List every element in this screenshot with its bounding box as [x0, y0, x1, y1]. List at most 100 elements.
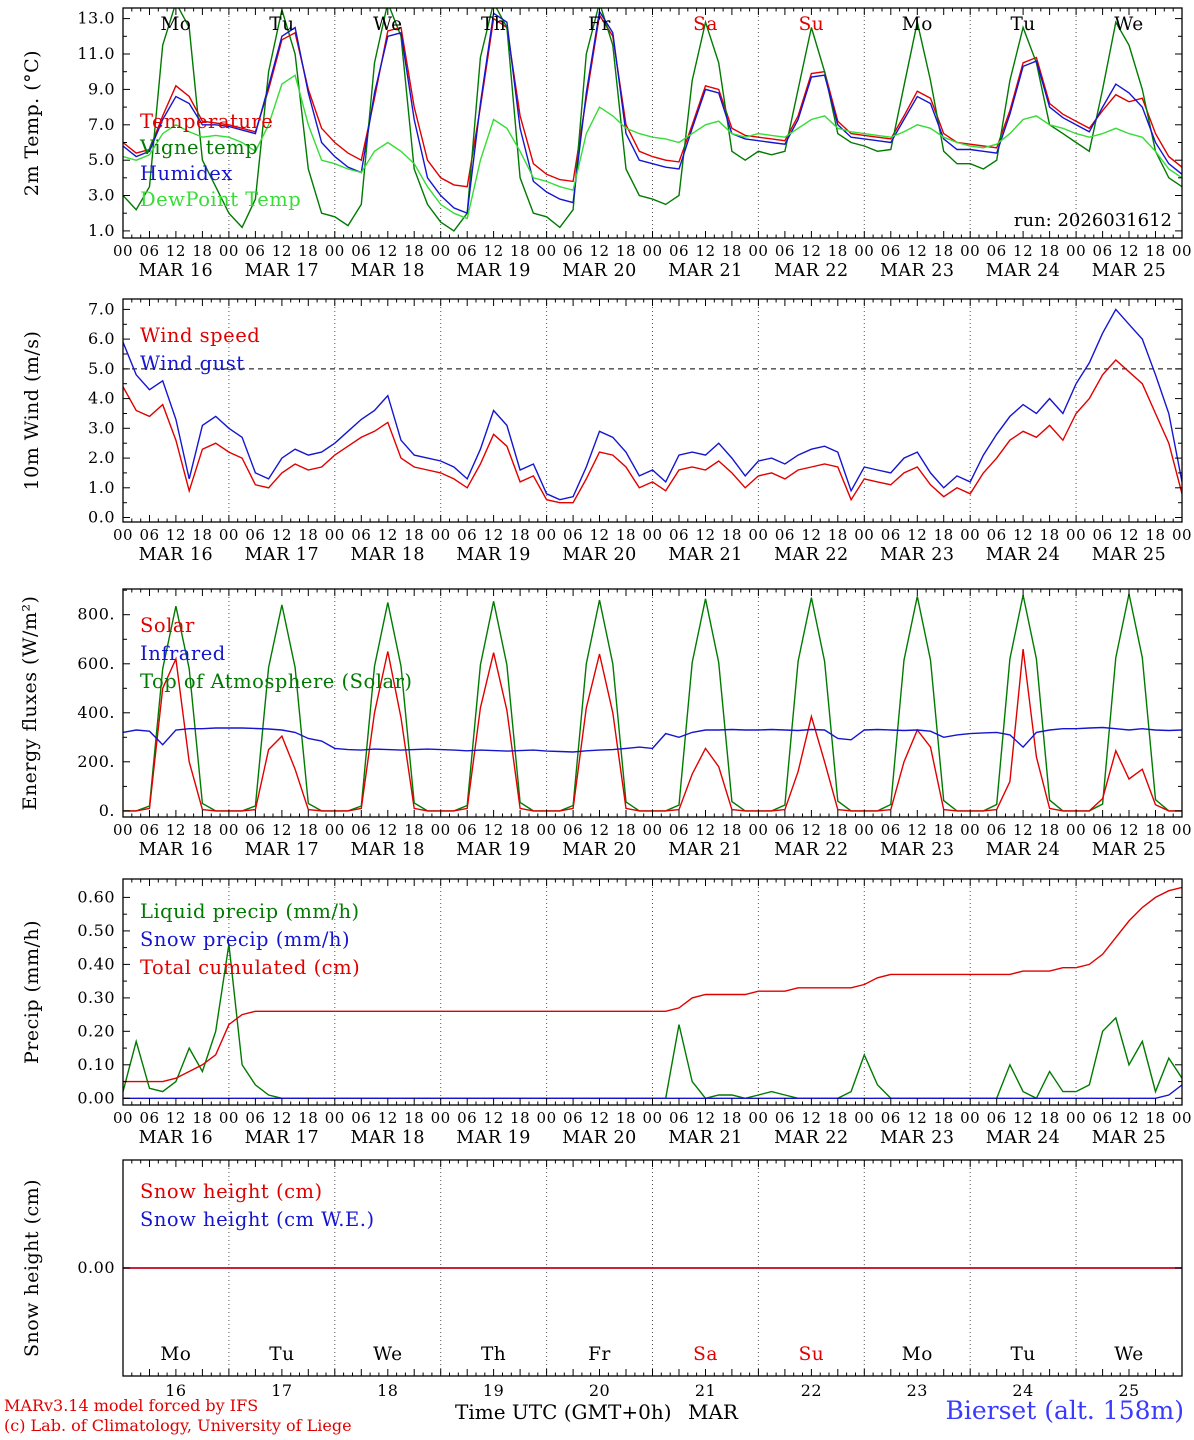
svg-text:18: 18 [616, 526, 636, 544]
svg-text:06: 06 [987, 526, 1007, 544]
svg-text:MAR 21: MAR 21 [668, 545, 743, 565]
y-tick-label: 0.40 [77, 954, 115, 973]
svg-text:We: We [373, 1344, 402, 1365]
svg-text:MAR 19: MAR 19 [456, 1128, 531, 1148]
svg-text:18: 18 [934, 821, 954, 839]
svg-text:00: 00 [325, 1109, 345, 1127]
svg-text:12: 12 [1013, 821, 1033, 839]
svg-text:18: 18 [1145, 1109, 1165, 1127]
svg-text:MAR 24: MAR 24 [986, 840, 1061, 860]
svg-text:06: 06 [563, 526, 583, 544]
svg-text:MAR 19: MAR 19 [456, 261, 531, 281]
svg-text:20: 20 [589, 1381, 610, 1400]
y-tick-label: 4.0 [88, 389, 115, 408]
legend-wind: Wind speed Wind gust [140, 324, 260, 375]
svg-text:12: 12 [484, 242, 504, 260]
svg-text:18: 18 [722, 821, 742, 839]
svg-text:Fr: Fr [588, 1344, 611, 1365]
svg-text:18: 18 [510, 242, 530, 260]
svg-text:MAR 22: MAR 22 [774, 261, 849, 281]
y-tick-label: 5.0 [88, 359, 115, 378]
svg-text:12: 12 [484, 821, 504, 839]
axis-ticks [122, 1160, 1183, 1376]
legend-precip: Liquid precip (mm/h) Snow precip (mm/h) To… [140, 900, 360, 979]
svg-text:06: 06 [1093, 821, 1113, 839]
svg-text:06: 06 [881, 1109, 901, 1127]
legend-item: Wind speed [140, 324, 260, 347]
panel-wind: 0.0 1.0 2.0 3.0 4.0 5.0 6.0 7.0 00 06 12 18 00 06 12 18… [21, 298, 1192, 565]
svg-text:12: 12 [695, 526, 715, 544]
svg-text:12: 12 [378, 1109, 398, 1127]
svg-text:MAR 16: MAR 16 [139, 545, 214, 565]
svg-text:00: 00 [1172, 821, 1192, 839]
hour-labels: 00 06 12 18 00 06 12 18 00 06 12 18 00 06 12 18 00 06 12 18… [113, 526, 1192, 544]
svg-text:19: 19 [483, 1381, 504, 1400]
svg-text:12: 12 [1119, 1109, 1139, 1127]
svg-text:Mo: Mo [902, 1344, 933, 1365]
svg-text:18: 18 [828, 821, 848, 839]
svg-text:00: 00 [1066, 821, 1086, 839]
svg-text:06: 06 [457, 526, 477, 544]
svg-text:MAR 18: MAR 18 [351, 840, 426, 860]
svg-text:18: 18 [510, 1109, 530, 1127]
svg-text:12: 12 [1119, 242, 1139, 260]
svg-text:00: 00 [537, 1109, 557, 1127]
legend-item: Liquid precip (mm/h) [140, 900, 360, 923]
day-names-bottom: Mo Tu We Th Fr Sa Su Mo Tu We [160, 1344, 1143, 1365]
svg-text:12: 12 [801, 526, 821, 544]
svg-text:Su: Su [799, 14, 825, 35]
axis-ticks [122, 589, 1183, 817]
svg-text:06: 06 [245, 242, 265, 260]
svg-text:18: 18 [722, 1109, 742, 1127]
svg-text:00: 00 [113, 1109, 133, 1127]
svg-text:06: 06 [881, 526, 901, 544]
svg-text:12: 12 [378, 821, 398, 839]
svg-text:MAR 19: MAR 19 [456, 545, 531, 565]
day-gridlines [228, 589, 1077, 817]
svg-text:00: 00 [854, 821, 874, 839]
svg-text:18: 18 [616, 821, 636, 839]
y-tick-label: 7.0 [88, 299, 115, 318]
svg-text:MAR 18: MAR 18 [351, 261, 426, 281]
svg-text:MAR 20: MAR 20 [562, 840, 637, 860]
svg-text:18: 18 [510, 821, 530, 839]
svg-text:00: 00 [960, 1109, 980, 1127]
svg-text:MAR 22: MAR 22 [774, 545, 849, 565]
svg-text:We: We [1114, 1344, 1143, 1365]
axis-ticks [122, 299, 1183, 522]
svg-text:00: 00 [1066, 526, 1086, 544]
svg-text:MAR 25: MAR 25 [1092, 840, 1167, 860]
svg-text:06: 06 [881, 821, 901, 839]
hour-labels: 00 06 12 18 00 06 12 18 00 06 12 18 00 06 12 18 00 06 12 18… [113, 1109, 1192, 1127]
svg-text:18: 18 [722, 526, 742, 544]
svg-text:00: 00 [325, 821, 345, 839]
svg-text:18: 18 [828, 1109, 848, 1127]
svg-text:MAR 16: MAR 16 [139, 840, 214, 860]
svg-text:06: 06 [563, 821, 583, 839]
svg-text:06: 06 [139, 1109, 159, 1127]
svg-text:12: 12 [378, 242, 398, 260]
svg-text:12: 12 [589, 821, 609, 839]
svg-text:MAR 21: MAR 21 [668, 840, 743, 860]
svg-text:Mo: Mo [160, 1344, 191, 1365]
svg-text:Fr: Fr [588, 14, 611, 35]
axis-ticks [122, 879, 1183, 1105]
svg-text:06: 06 [1093, 526, 1113, 544]
plot-frame [122, 588, 1183, 818]
svg-text:18: 18 [616, 1109, 636, 1127]
svg-text:18: 18 [1040, 242, 1060, 260]
svg-text:MAR 22: MAR 22 [774, 840, 849, 860]
series-wind-wind-gust [123, 308, 1182, 501]
y-tick-label: 11.0 [77, 44, 115, 63]
svg-text:06: 06 [457, 1109, 477, 1127]
panel-energy: 0. 200. 400. 600. 800. 00 06 12 18 00 06 12 18 00 06 12… [19, 588, 1192, 860]
svg-text:06: 06 [1093, 242, 1113, 260]
svg-text:MAR 20: MAR 20 [562, 1128, 637, 1148]
svg-text:06: 06 [669, 526, 689, 544]
svg-text:MAR 22: MAR 22 [774, 1128, 849, 1148]
panel-temp: 1.03.05.07.09.011.013.000 06 12 18 00 06 12 18 0… [21, 7, 1192, 281]
svg-text:12: 12 [272, 526, 292, 544]
svg-text:00: 00 [854, 1109, 874, 1127]
svg-text:MAR 23: MAR 23 [880, 840, 955, 860]
